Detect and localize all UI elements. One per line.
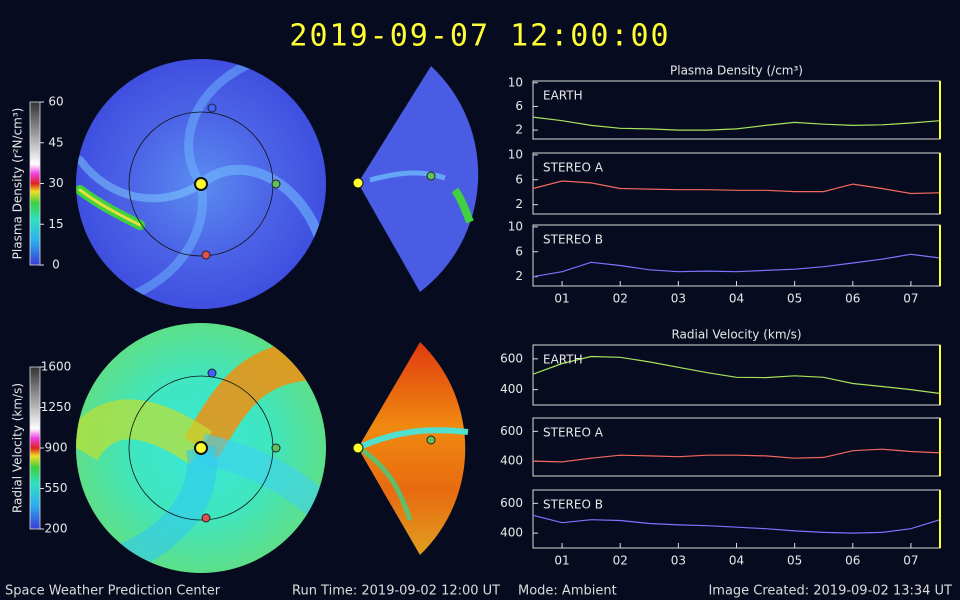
data-line — [532, 448, 941, 463]
data-line — [532, 116, 941, 131]
y-tick-label: 2 — [515, 197, 523, 211]
colorbar-tick-label: 45 — [48, 135, 63, 149]
y-tick-label: 2 — [515, 123, 523, 137]
panel-title: Plasma Density (/cm³) — [670, 64, 803, 78]
x-tick-label: 03 — [671, 292, 686, 306]
footer-created: Image Created: 2019-09-02 13:34 UT — [708, 584, 952, 599]
y-tick-label: 400 — [500, 454, 523, 468]
series-label: STEREO B — [543, 233, 603, 247]
colorbar-tick-label: 60 — [48, 95, 63, 109]
y-tick-label: 10 — [508, 75, 523, 89]
colorbar — [29, 101, 41, 266]
x-tick-label: 04 — [729, 292, 744, 306]
x-tick-label: 07 — [903, 292, 918, 306]
series-label: EARTH — [543, 353, 583, 367]
y-tick-label: 10 — [508, 147, 523, 161]
colorbar-tick-label: 0 — [52, 258, 60, 272]
data-line — [532, 253, 941, 278]
colorbar-tick-label: 1600 — [41, 360, 72, 374]
y-tick-label: 6 — [515, 244, 523, 258]
y-tick-label: 400 — [500, 526, 523, 540]
y-tick-label: 400 — [500, 382, 523, 396]
x-tick-label: 02 — [613, 554, 628, 568]
panel-frame — [532, 344, 941, 406]
velocity-map — [76, 323, 469, 573]
x-tick-label: 05 — [787, 292, 802, 306]
y-tick-label: 600 — [500, 496, 523, 510]
footer-center: Space Weather Prediction Center — [5, 584, 221, 599]
y-tick-label: 6 — [515, 172, 523, 186]
colorbar-tick-label: 900 — [45, 441, 68, 455]
series-label: STEREO A — [543, 161, 604, 175]
series-label: STEREO B — [543, 498, 603, 512]
data-line — [532, 355, 941, 395]
y-tick-label: 600 — [500, 351, 523, 365]
panel-title: Radial Velocity (km/s) — [671, 328, 801, 342]
panel-frame — [532, 80, 941, 140]
x-tick-label: 01 — [554, 292, 569, 306]
footer-run-time: Run Time: 2019-09-02 12:00 UT — [292, 584, 500, 599]
y-tick-label: 2 — [515, 269, 523, 283]
main-title: 2019-09-07 12:00:00 — [289, 19, 670, 54]
colorbar-label: Plasma Density (r²N/cm³) — [11, 108, 25, 260]
x-tick-label: 02 — [613, 292, 628, 306]
series-label: EARTH — [543, 89, 583, 103]
colorbar-tick-label: 1250 — [41, 400, 72, 414]
x-tick-label: 06 — [845, 292, 860, 306]
colorbar-tick-label: 15 — [48, 217, 63, 231]
series-label: STEREO A — [543, 426, 604, 440]
data-line — [532, 514, 941, 534]
x-tick-label: 03 — [671, 554, 686, 568]
colorbar — [29, 366, 41, 530]
colorbar-tick-label: 30 — [48, 176, 63, 190]
x-tick-label: 07 — [903, 554, 918, 568]
y-tick-label: 10 — [508, 219, 523, 233]
data-line — [532, 180, 941, 195]
y-tick-label: 6 — [515, 99, 523, 113]
density-map — [76, 59, 479, 309]
footer-mode: Mode: Ambient — [518, 584, 617, 599]
colorbar-label: Radial Velocity (km/s) — [11, 383, 25, 513]
x-tick-label: 06 — [845, 554, 860, 568]
x-tick-label: 04 — [729, 554, 744, 568]
colorbar-tick-label: 200 — [45, 522, 68, 536]
colorbar-tick-label: 550 — [45, 481, 68, 495]
y-tick-label: 600 — [500, 424, 523, 438]
x-tick-label: 01 — [554, 554, 569, 568]
x-tick-label: 05 — [787, 554, 802, 568]
